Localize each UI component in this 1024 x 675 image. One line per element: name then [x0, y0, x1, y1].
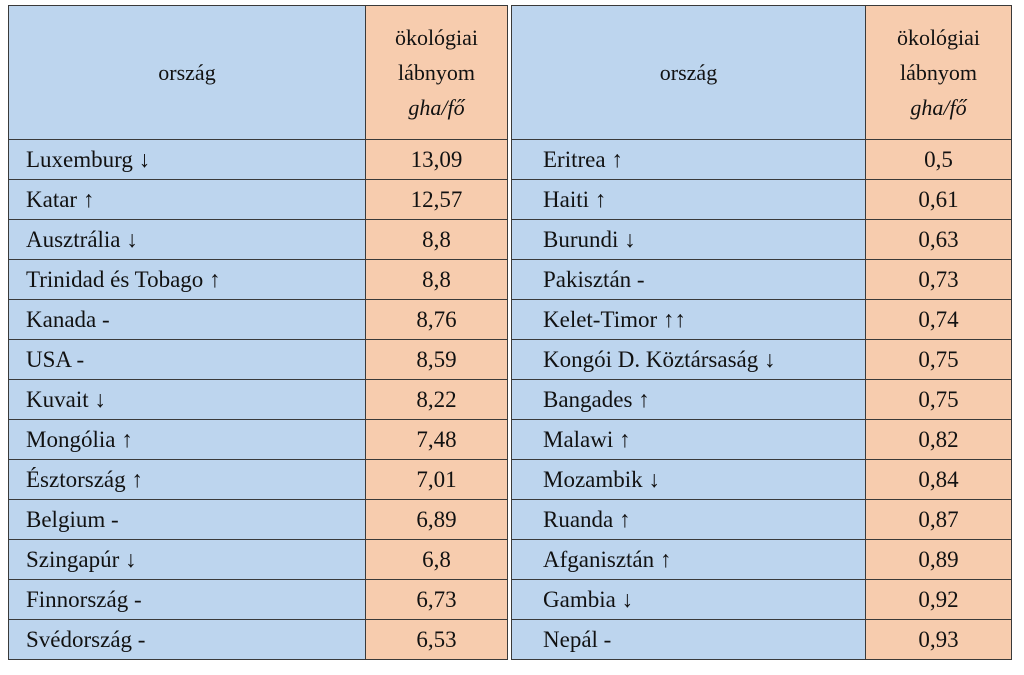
table-row: Kuvait ↓ 8,22	[8, 379, 508, 420]
table-row: Malawi ↑ 0,82	[511, 419, 1012, 460]
table-row: Luxemburg ↓ 13,09	[8, 139, 508, 180]
table-row: Kelet-Timor ↑↑ 0,74	[511, 299, 1012, 340]
country-cell: Burundi ↓	[511, 219, 866, 260]
table-row: Pakisztán -0,73	[511, 259, 1012, 300]
country-cell: Észtország ↑	[8, 459, 366, 500]
footprint-value-cell: 0,87	[865, 499, 1012, 540]
table-row: Ausztrália ↓ 8,8	[8, 219, 508, 260]
country-cell: Haiti ↑	[511, 179, 866, 220]
table-row: Kongói D. Köztársaság ↓ 0,75	[511, 339, 1012, 380]
footprint-value-cell: 7,01	[365, 459, 508, 500]
table-row: Szingapúr ↓ 6,8	[8, 539, 508, 580]
footprint-value-cell: 8,22	[365, 379, 508, 420]
table-row: Trinidad és Tobago ↑ 8,8	[8, 259, 508, 300]
country-cell: Gambia ↓	[511, 579, 866, 620]
country-cell: Luxemburg ↓	[8, 139, 366, 180]
footprint-value-cell: 8,8	[365, 219, 508, 260]
footprint-header-line1: ökológiai	[896, 25, 981, 50]
footprint-value-cell: 12,57	[365, 179, 508, 220]
footprint-table-right: ország ökológiai lábnyom gha/fő Eritrea …	[511, 5, 1012, 660]
country-cell: Trinidad és Tobago ↑	[8, 259, 366, 300]
table-row: Ruanda ↑ 0,87	[511, 499, 1012, 540]
footprint-value-cell: 8,59	[365, 339, 508, 380]
country-cell: Mongólia ↑	[8, 419, 366, 460]
footprint-value-cell: 0,5	[865, 139, 1012, 180]
footprint-table-left: ország ökológiai lábnyom gha/fő Luxembur…	[8, 5, 508, 660]
footprint-column-header: ökológiai lábnyom gha/fő	[365, 5, 508, 140]
footprint-value-cell: 6,53	[365, 619, 508, 660]
footprint-header-unit: gha/fő	[910, 95, 967, 120]
table-row: USA -8,59	[8, 339, 508, 380]
country-cell: Afganisztán ↑	[511, 539, 866, 580]
table-row: Burundi ↓ 0,63	[511, 219, 1012, 260]
footprint-value-cell: 0,75	[865, 379, 1012, 420]
footprint-value-cell: 0,63	[865, 219, 1012, 260]
table-row: Belgium -6,89	[8, 499, 508, 540]
country-cell: Finnország -	[8, 579, 366, 620]
country-column-header: ország	[8, 5, 366, 140]
table-row: Gambia ↓ 0,92	[511, 579, 1012, 620]
country-cell: USA -	[8, 339, 366, 380]
country-cell: Mozambik ↓	[511, 459, 866, 500]
table-header-row: ország ökológiai lábnyom gha/fő	[511, 5, 1012, 140]
footprint-value-cell: 0,82	[865, 419, 1012, 460]
footprint-value-cell: 6,89	[365, 499, 508, 540]
footprint-value-cell: 0,93	[865, 619, 1012, 660]
country-cell: Eritrea ↑	[511, 139, 866, 180]
footprint-value-cell: 8,8	[365, 259, 508, 300]
country-cell: Kelet-Timor ↑↑	[511, 299, 866, 340]
country-cell: Svédország -	[8, 619, 366, 660]
footprint-header-line1: ökológiai	[394, 25, 479, 50]
footprint-value-cell: 6,73	[365, 579, 508, 620]
table-row: Észtország ↑ 7,01	[8, 459, 508, 500]
table-row: Afganisztán ↑ 0,89	[511, 539, 1012, 580]
table-row: Bangades ↑ 0,75	[511, 379, 1012, 420]
footprint-value-cell: 0,61	[865, 179, 1012, 220]
country-cell: Kuvait ↓	[8, 379, 366, 420]
table-row: Finnország -6,73	[8, 579, 508, 620]
country-cell: Kongói D. Köztársaság ↓	[511, 339, 866, 380]
table-header-row: ország ökológiai lábnyom gha/fő	[8, 5, 508, 140]
table-row: Kanada -8,76	[8, 299, 508, 340]
footprint-value-cell: 0,84	[865, 459, 1012, 500]
table-row: Katar ↑ 12,57	[8, 179, 508, 220]
table-row: Haiti ↑ 0,61	[511, 179, 1012, 220]
country-cell: Ausztrália ↓	[8, 219, 366, 260]
country-cell: Kanada -	[8, 299, 366, 340]
country-cell: Szingapúr ↓	[8, 539, 366, 580]
country-cell: Malawi ↑	[511, 419, 866, 460]
table-row: Mozambik ↓ 0,84	[511, 459, 1012, 500]
footprint-value-cell: 0,73	[865, 259, 1012, 300]
country-cell: Ruanda ↑	[511, 499, 866, 540]
country-cell: Belgium -	[8, 499, 366, 540]
table-row: Mongólia ↑ 7,48	[8, 419, 508, 460]
footprint-column-header: ökológiai lábnyom gha/fő	[865, 5, 1012, 140]
footprint-value-cell: 7,48	[365, 419, 508, 460]
footprint-value-cell: 0,74	[865, 299, 1012, 340]
footprint-value-cell: 0,75	[865, 339, 1012, 380]
country-cell: Katar ↑	[8, 179, 366, 220]
country-cell: Bangades ↑	[511, 379, 866, 420]
left-table-body: Luxemburg ↓ 13,09 Katar ↑ 12,57 Ausztrália ↓…	[8, 139, 508, 660]
footprint-value-cell: 0,92	[865, 579, 1012, 620]
country-cell: Nepál -	[511, 619, 866, 660]
table-row: Nepál -0,93	[511, 619, 1012, 660]
footprint-header-line2: lábnyom	[900, 60, 977, 85]
footprint-value-cell: 0,89	[865, 539, 1012, 580]
footprint-value-cell: 6,8	[365, 539, 508, 580]
footprint-value-cell: 13,09	[365, 139, 508, 180]
footprint-header-unit: gha/fő	[408, 95, 465, 120]
country-cell: Pakisztán -	[511, 259, 866, 300]
country-column-header: ország	[511, 5, 866, 140]
table-row: Eritrea ↑ 0,5	[511, 139, 1012, 180]
right-table-body: Eritrea ↑ 0,5 Haiti ↑ 0,61 Burundi ↓ 0,63 Paki…	[511, 139, 1012, 660]
footprint-header-line2: lábnyom	[398, 60, 475, 85]
footprint-value-cell: 8,76	[365, 299, 508, 340]
table-row: Svédország -6,53	[8, 619, 508, 660]
